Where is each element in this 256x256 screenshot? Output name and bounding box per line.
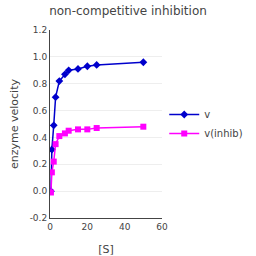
svg-text:enzyme velocity: enzyme velocity: [8, 79, 21, 169]
svg-text:0.4: 0.4: [33, 133, 48, 143]
svg-text:v(inhib): v(inhib): [204, 128, 242, 139]
svg-text:0: 0: [47, 222, 53, 232]
svg-text:v: v: [204, 109, 210, 120]
svg-text:0.2: 0.2: [33, 159, 47, 169]
svg-text:40: 40: [119, 222, 131, 232]
svg-text:1.0: 1.0: [33, 52, 48, 62]
svg-text:1.2: 1.2: [33, 25, 47, 35]
svg-text:0.6: 0.6: [33, 106, 48, 116]
svg-text:0.0: 0.0: [33, 186, 48, 196]
svg-text:0.8: 0.8: [33, 79, 48, 89]
svg-text:[S]: [S]: [98, 243, 114, 256]
svg-text:-0.2: -0.2: [30, 213, 48, 223]
svg-text:non-competitive inhibition: non-competitive inhibition: [49, 4, 207, 18]
svg-text:60: 60: [156, 222, 168, 232]
svg-text:20: 20: [82, 222, 94, 232]
